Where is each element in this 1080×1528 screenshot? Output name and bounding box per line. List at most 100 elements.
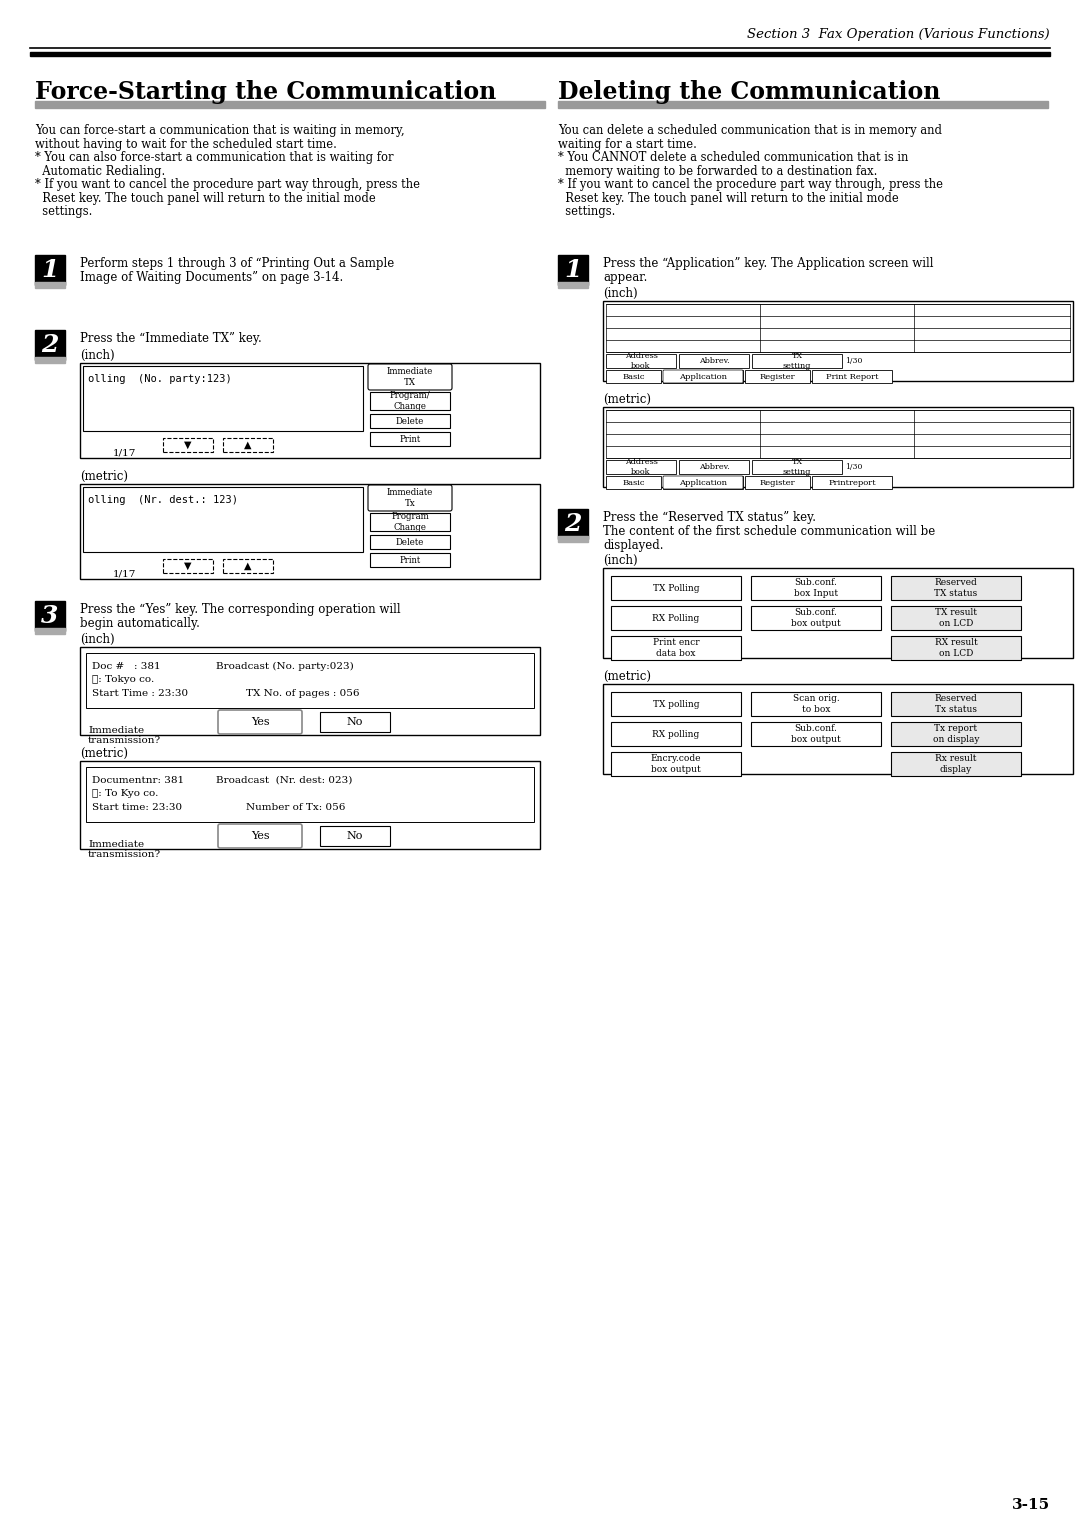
Text: The content of the first schedule communication will be: The content of the first schedule commun… [603,526,935,538]
Text: Reset key. The touch panel will return to the initial mode: Reset key. The touch panel will return t… [558,191,899,205]
Bar [35,330,65,361]
Bar [35,628,65,634]
Text: Sub.conf.
box Input: Sub.conf. box Input [794,578,838,597]
Text: Tx report
on display: Tx report on display [933,724,980,744]
Text: appear.: appear. [603,270,647,284]
Text: Abbrev.: Abbrev. [699,358,729,365]
Bar [752,460,842,474]
Bar [86,652,534,707]
Text: Reserved
Tx status: Reserved Tx status [934,694,977,714]
Bar [222,559,273,573]
Text: Register: Register [759,373,795,380]
Text: 1: 1 [565,258,582,283]
Bar [80,484,540,579]
Text: 2: 2 [565,512,582,536]
Text: begin automatically.: begin automatically. [80,617,200,630]
Text: (inch): (inch) [80,348,114,362]
Bar [812,477,892,489]
Bar [891,576,1021,601]
Bar [86,767,534,822]
Bar [745,477,810,489]
Text: Automatic Redialing.: Automatic Redialing. [35,165,165,177]
Text: * If you want to cancel the procedure part way through, press the: * If you want to cancel the procedure pa… [35,177,420,191]
Text: (metric): (metric) [80,471,129,483]
Bar [558,101,1048,108]
Text: Abbrev.: Abbrev. [699,463,729,471]
Text: (metric): (metric) [603,669,651,683]
Text: (metric): (metric) [80,747,129,759]
Bar [891,607,1021,630]
Text: Program
Change: Program Change [391,512,429,532]
Bar [751,607,881,630]
Text: Start time: 23:30: Start time: 23:30 [92,804,183,811]
Bar [611,607,741,630]
Bar [603,685,1074,775]
Text: (inch): (inch) [603,287,637,299]
Text: Register: Register [759,478,795,486]
FancyBboxPatch shape [663,370,743,384]
Bar [606,370,661,384]
Text: settings.: settings. [558,205,616,219]
Text: Printreport: Printreport [828,478,876,486]
Bar [163,439,213,452]
Text: Press the “Reserved TX status” key.: Press the “Reserved TX status” key. [603,510,816,524]
Bar [745,370,810,384]
Text: Perform steps 1 through 3 of “Printing Out a Sample: Perform steps 1 through 3 of “Printing O… [80,257,394,270]
Bar [891,752,1021,776]
Text: TX polling: TX polling [652,700,699,709]
Bar [812,370,892,384]
Bar [370,432,450,446]
Text: You can delete a scheduled communication that is in memory and: You can delete a scheduled communication… [558,124,942,138]
Bar [611,692,741,717]
Text: Immediate
TX: Immediate TX [387,367,433,387]
Text: Section 3  Fax Operation (Various Functions): Section 3 Fax Operation (Various Functio… [747,28,1050,41]
Bar [370,535,450,549]
Text: TX No. of pages : 056: TX No. of pages : 056 [246,689,360,698]
Text: TX Polling: TX Polling [652,584,699,593]
Text: (inch): (inch) [603,555,637,567]
Bar [35,255,65,286]
Text: RX polling: RX polling [652,729,700,738]
Bar [663,370,743,384]
Bar [891,723,1021,746]
Bar [558,536,588,542]
Text: Sub.conf.
box output: Sub.conf. box output [792,724,841,744]
Text: Broadcast  (Nr. dest: 023): Broadcast (Nr. dest: 023) [216,776,352,785]
Text: ▲: ▲ [244,561,252,571]
Bar [370,513,450,532]
Bar [606,410,1070,458]
Text: Program/
Change: Program/ Change [390,391,430,411]
Text: without having to wait for the scheduled start time.: without having to wait for the scheduled… [35,138,337,150]
Text: RX Polling: RX Polling [652,614,700,622]
Text: TX result
on LCD: TX result on LCD [935,608,977,628]
Text: Start Time : 23:30: Start Time : 23:30 [92,689,188,698]
Text: TX
setting: TX setting [783,353,811,370]
Text: settings.: settings. [35,205,93,219]
Text: * If you want to cancel the procedure part way through, press the: * If you want to cancel the procedure pa… [558,177,943,191]
Text: Sub.conf.
box output: Sub.conf. box output [792,608,841,628]
Text: 1/17: 1/17 [113,448,136,457]
Text: olling  (No. party:123): olling (No. party:123) [87,374,232,384]
FancyBboxPatch shape [663,477,743,489]
Text: 3-15: 3-15 [1012,1497,1050,1513]
Bar [611,752,741,776]
Text: 1/30: 1/30 [845,358,862,365]
Bar [663,477,743,489]
Text: olling  (Nr. dest.: 123): olling (Nr. dest.: 123) [87,495,238,504]
Bar [603,568,1074,659]
Bar [35,283,65,287]
Bar [603,301,1074,380]
Text: No: No [347,717,363,727]
Bar [163,559,213,573]
Bar [35,358,65,364]
Text: Yes: Yes [251,717,269,727]
Text: displayed.: displayed. [603,539,663,552]
Text: Deleting the Communication: Deleting the Communication [558,79,941,104]
Text: ▲: ▲ [244,440,252,451]
Bar [606,304,1070,351]
FancyBboxPatch shape [368,484,453,510]
Bar [611,723,741,746]
Bar [751,692,881,717]
Text: Documentnr: 381: Documentnr: 381 [92,776,184,785]
Bar [752,354,842,368]
